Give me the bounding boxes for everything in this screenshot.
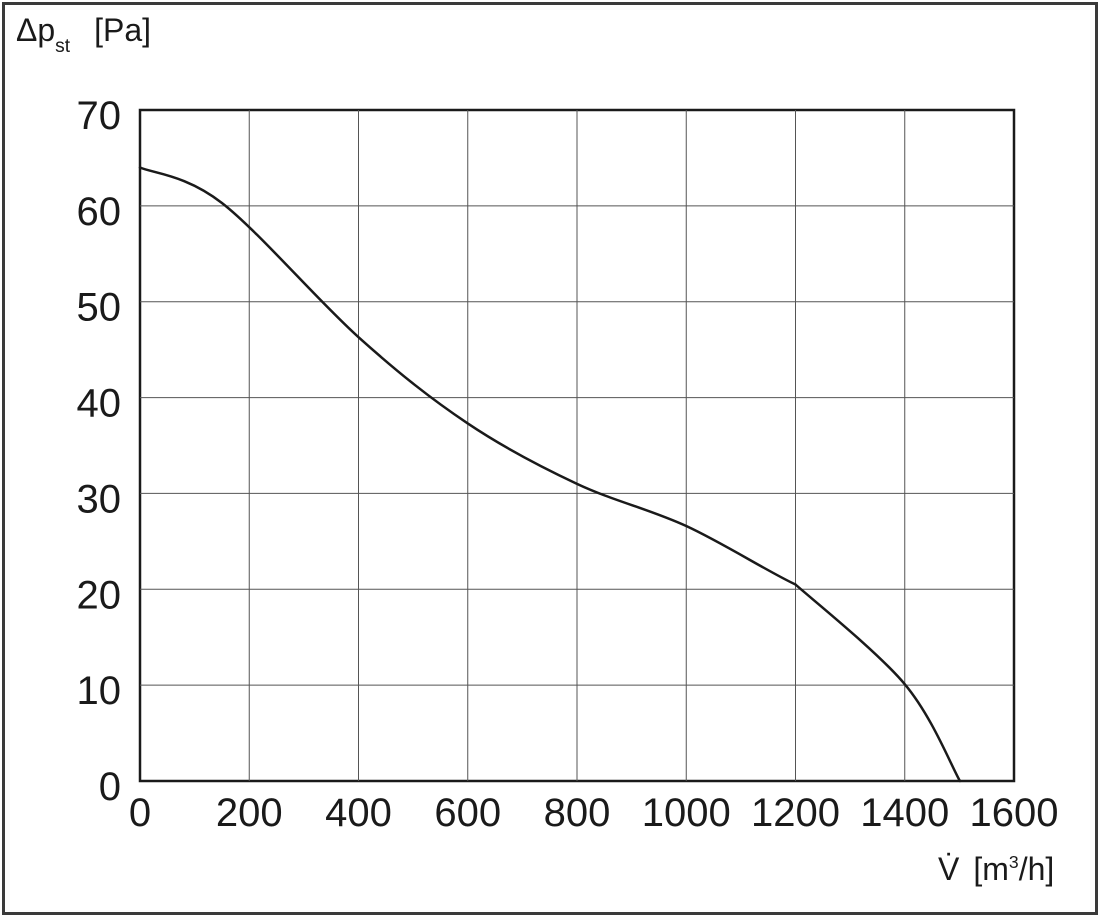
svg-text:10: 10: [77, 669, 122, 713]
svg-text:0: 0: [129, 791, 151, 835]
svg-text:600: 600: [434, 791, 501, 835]
svg-text:200: 200: [216, 791, 283, 835]
svg-text:400: 400: [325, 791, 392, 835]
svg-text:1400: 1400: [860, 791, 949, 835]
svg-text:1600: 1600: [970, 791, 1059, 835]
svg-text:0: 0: [99, 765, 121, 809]
svg-text:30: 30: [77, 477, 122, 521]
svg-text:1200: 1200: [751, 791, 840, 835]
svg-text:60: 60: [77, 190, 122, 234]
svg-text:40: 40: [77, 382, 122, 426]
svg-text:20: 20: [77, 573, 122, 617]
svg-text:50: 50: [77, 286, 122, 330]
svg-text:1000: 1000: [642, 791, 731, 835]
svg-text:70: 70: [77, 94, 122, 138]
svg-text:800: 800: [544, 791, 611, 835]
